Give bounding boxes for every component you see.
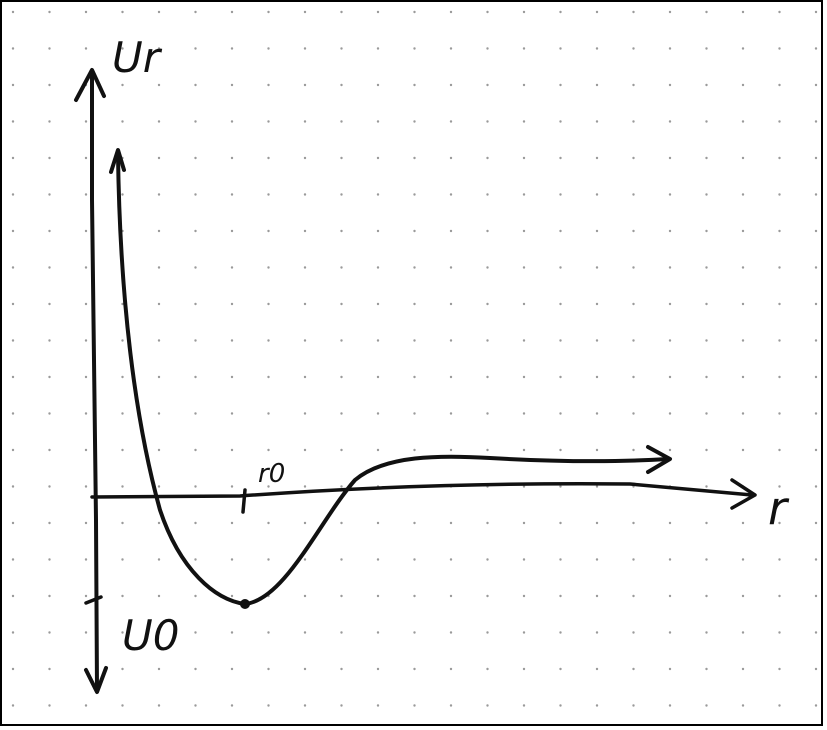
vertical-axis-arrowhead-down [84,666,108,694]
y-axis-label: Ur [112,33,163,82]
x-axis-label: r [768,481,790,535]
u0-tick [84,595,103,605]
vertical-axis [90,73,99,692]
minimum-point [240,599,250,609]
curve-start-arrowhead [109,148,126,174]
u0-label: U0 [122,611,179,660]
curve-end-arrowhead [646,445,672,474]
r0-tick [241,488,247,514]
vertical-axis-arrowhead-up [74,68,106,102]
potential-curve [116,153,670,606]
horizontal-axis-arrowhead [730,478,757,510]
r0-label: r0 [258,459,285,489]
horizontal-axis [90,482,754,499]
